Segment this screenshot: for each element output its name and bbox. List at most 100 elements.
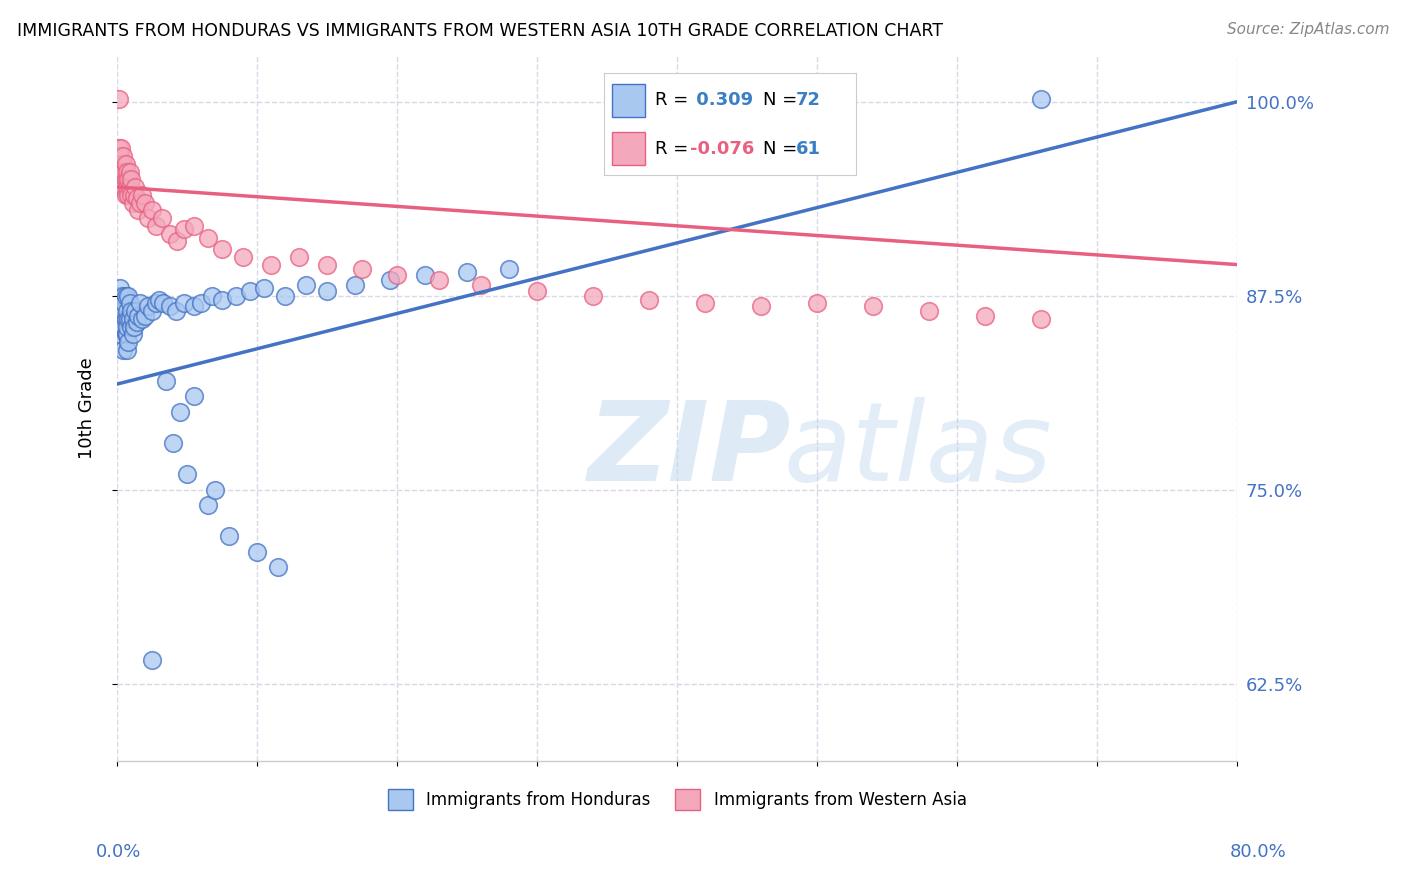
Point — [246, 544, 269, 558]
Point — [141, 203, 163, 218]
Point — [108, 281, 131, 295]
Point — [190, 296, 212, 310]
Text: 0.0%: 0.0% — [96, 843, 141, 861]
Point — [118, 312, 141, 326]
Point — [918, 304, 941, 318]
Point — [115, 304, 138, 318]
Point — [107, 92, 129, 106]
Point — [117, 187, 139, 202]
Point — [148, 293, 170, 308]
Point — [110, 180, 132, 194]
Point — [274, 288, 297, 302]
Point — [155, 374, 177, 388]
Point — [141, 653, 163, 667]
Point — [108, 149, 131, 163]
Point — [152, 296, 174, 310]
Point — [526, 284, 548, 298]
Point — [145, 296, 167, 310]
Point — [111, 172, 134, 186]
Point — [288, 250, 311, 264]
Point — [131, 187, 153, 202]
Point — [806, 296, 828, 310]
Point — [112, 304, 135, 318]
Point — [107, 157, 129, 171]
Point — [470, 277, 492, 292]
Point — [136, 211, 159, 225]
Point — [166, 235, 188, 249]
Point — [111, 149, 134, 163]
Point — [260, 258, 283, 272]
Point — [1031, 92, 1053, 106]
Point — [134, 195, 156, 210]
Point — [862, 300, 884, 314]
Point — [232, 250, 254, 264]
Point — [117, 288, 139, 302]
Point — [134, 309, 156, 323]
Point — [316, 258, 339, 272]
Point — [159, 300, 181, 314]
Point — [120, 319, 142, 334]
Point — [378, 273, 401, 287]
Point — [107, 312, 129, 326]
Point — [108, 172, 131, 186]
Point — [295, 277, 318, 292]
Point — [107, 141, 129, 155]
Point — [121, 312, 143, 326]
Point — [117, 172, 139, 186]
Point — [173, 222, 195, 236]
Point — [112, 319, 135, 334]
Point — [165, 304, 187, 318]
Point — [128, 296, 150, 310]
Point — [112, 296, 135, 310]
Point — [108, 327, 131, 342]
Point — [118, 296, 141, 310]
Text: atlas: atlas — [783, 397, 1052, 504]
Text: IMMIGRANTS FROM HONDURAS VS IMMIGRANTS FROM WESTERN ASIA 10TH GRADE CORRELATION : IMMIGRANTS FROM HONDURAS VS IMMIGRANTS F… — [17, 22, 943, 40]
Point — [111, 157, 134, 171]
Point — [110, 157, 132, 171]
Point — [695, 296, 717, 310]
Point — [197, 231, 219, 245]
Point — [638, 293, 661, 308]
Point — [162, 436, 184, 450]
Point — [141, 304, 163, 318]
Point — [110, 304, 132, 318]
Point — [114, 157, 136, 171]
Point — [108, 288, 131, 302]
Point — [131, 312, 153, 326]
Legend: Immigrants from Honduras, Immigrants from Western Asia: Immigrants from Honduras, Immigrants fro… — [381, 782, 973, 816]
Y-axis label: 10th Grade: 10th Grade — [79, 357, 96, 459]
Point — [120, 187, 142, 202]
Point — [267, 560, 290, 574]
Point — [114, 288, 136, 302]
Point — [183, 300, 205, 314]
Point — [173, 296, 195, 310]
Point — [344, 277, 367, 292]
Point — [122, 187, 145, 202]
Point — [197, 498, 219, 512]
Point — [114, 327, 136, 342]
Point — [183, 219, 205, 233]
Point — [120, 304, 142, 318]
Point — [127, 309, 149, 323]
Point — [145, 219, 167, 233]
Point — [1031, 312, 1053, 326]
Point — [201, 288, 224, 302]
Point — [115, 319, 138, 334]
Point — [114, 187, 136, 202]
Text: Source: ZipAtlas.com: Source: ZipAtlas.com — [1226, 22, 1389, 37]
Point — [136, 300, 159, 314]
Point — [239, 284, 262, 298]
Point — [253, 281, 276, 295]
Point — [114, 312, 136, 326]
Point — [125, 191, 148, 205]
Point — [498, 262, 520, 277]
Point — [183, 389, 205, 403]
Text: 80.0%: 80.0% — [1230, 843, 1286, 861]
Point — [124, 304, 146, 318]
Point — [117, 312, 139, 326]
Point — [115, 180, 138, 194]
Point — [118, 164, 141, 178]
Point — [122, 319, 145, 334]
Point — [110, 296, 132, 310]
